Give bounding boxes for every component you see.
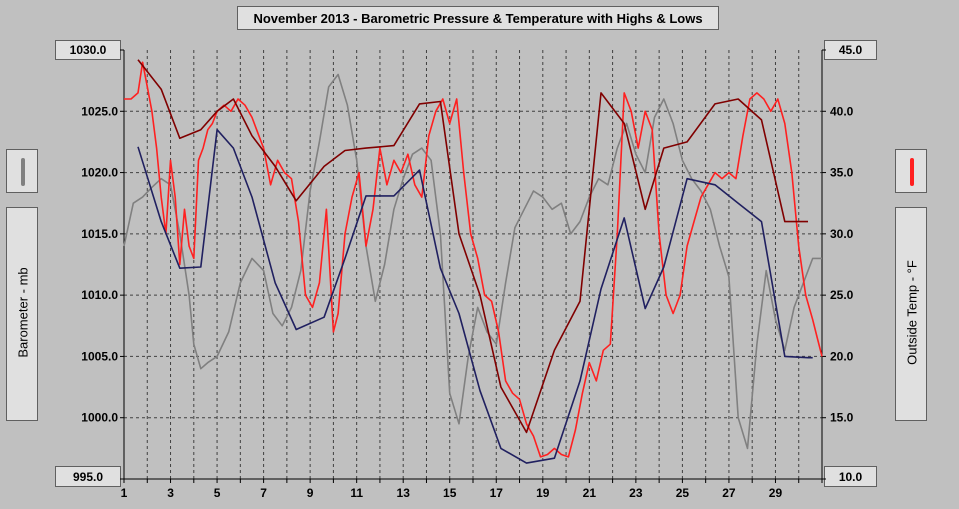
x-axis-tick-label: 13 xyxy=(397,486,411,500)
left-axis-tick-label: 1020.0 xyxy=(81,166,118,180)
left-axis-max-label: 1030.0 xyxy=(55,40,121,60)
chart-title: November 2013 - Barometric Pressure & Te… xyxy=(237,6,719,30)
right-axis-tick-label: 20.0 xyxy=(830,349,854,363)
x-axis-tick-label: 15 xyxy=(443,486,457,500)
right-axis-tick-label: 35.0 xyxy=(830,166,854,180)
left-axis-tick-label: 1010.0 xyxy=(81,288,118,302)
left-axis-min-label: 995.0 xyxy=(55,466,121,487)
plot-area xyxy=(124,50,822,479)
x-axis-tick-label: 9 xyxy=(307,486,314,500)
right-axis-tick-label: 40.0 xyxy=(830,104,854,118)
left-axis-label-panel: Barometer - mb xyxy=(6,207,38,421)
x-axis-tick-label: 21 xyxy=(583,486,597,500)
left-axis-tick-label: 1000.0 xyxy=(81,411,118,425)
right-axis-label-panel: Outside Temp - °F xyxy=(895,207,927,421)
x-axis-tick-label: 19 xyxy=(536,486,550,500)
x-axis-tick-label: 17 xyxy=(490,486,504,500)
x-axis-tick-label: 11 xyxy=(350,486,363,500)
barometer-legend-swatch xyxy=(6,149,38,193)
right-axis-min-label: 10.0 xyxy=(824,466,877,487)
x-axis-tick-label: 5 xyxy=(214,486,221,500)
x-axis-tick-label: 7 xyxy=(260,486,267,500)
left-axis-tick-label: 1025.0 xyxy=(81,104,118,118)
series-line-1 xyxy=(124,61,823,458)
x-axis-tick-label: 3 xyxy=(167,486,174,500)
x-axis-tick-label: 25 xyxy=(676,486,690,500)
left-axis-tick-label: 1005.0 xyxy=(81,349,118,363)
x-axis-tick-label: 1 xyxy=(121,486,128,500)
x-axis-tick-label: 29 xyxy=(769,486,783,500)
x-axis-tick-label: 23 xyxy=(629,486,643,500)
temperature-legend-swatch xyxy=(895,149,927,193)
right-axis-tick-label: 25.0 xyxy=(830,288,854,302)
x-axis-tick-label: 27 xyxy=(722,486,736,500)
series-line-3 xyxy=(137,128,813,464)
right-axis-tick-label: 30.0 xyxy=(830,227,854,241)
series-line-0 xyxy=(123,73,822,450)
right-axis-tick-label: 15.0 xyxy=(830,411,854,425)
series-line-2 xyxy=(137,59,808,434)
left-axis-tick-label: 1015.0 xyxy=(81,227,118,241)
